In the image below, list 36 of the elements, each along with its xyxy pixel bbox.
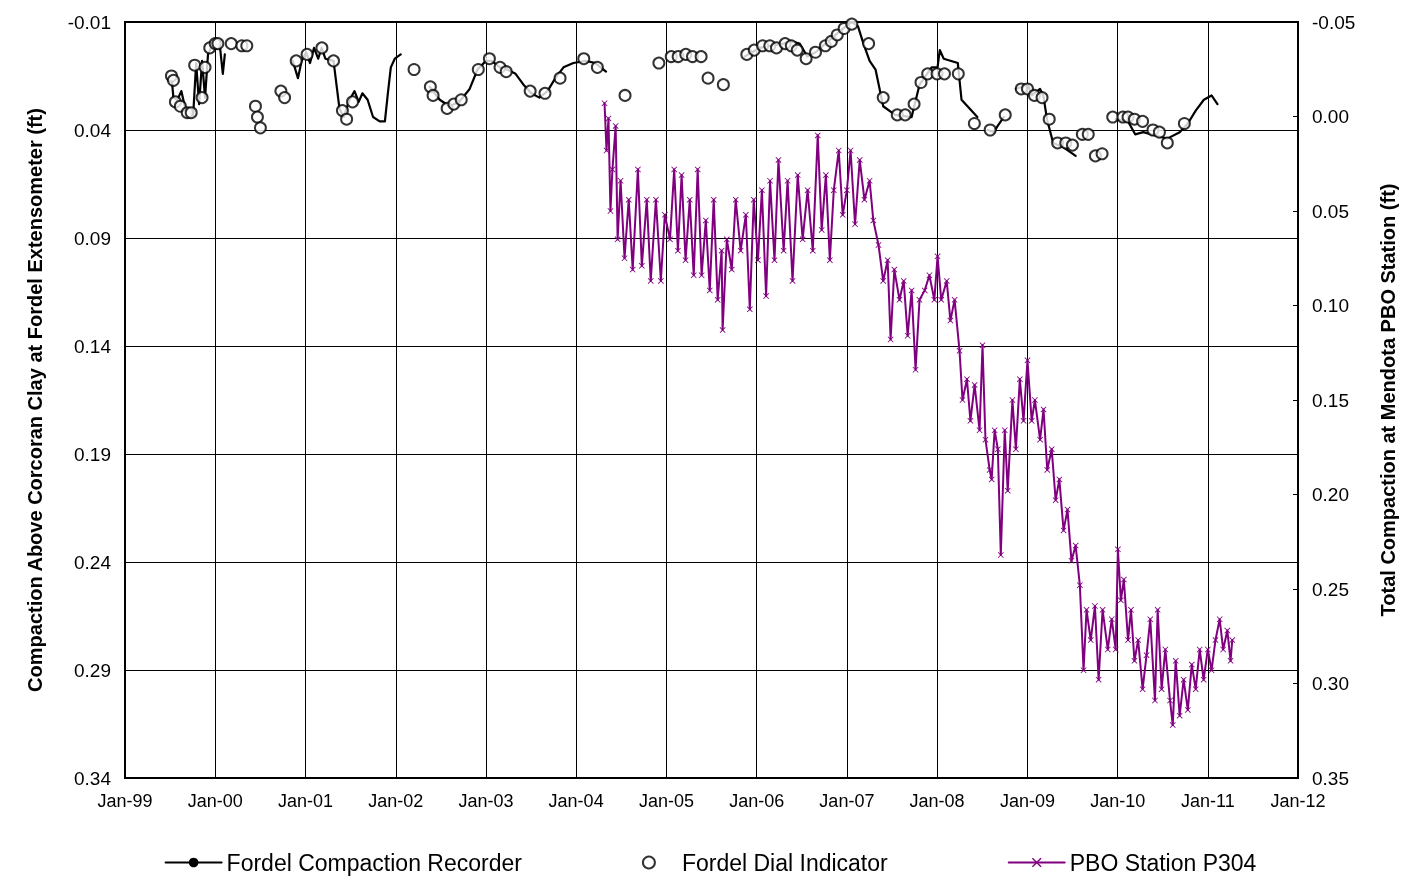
- x-tick-label: Jan-00: [187, 791, 243, 811]
- y-tick-label: 0.29: [74, 659, 111, 681]
- x-tick-label: Jan-05: [639, 791, 695, 811]
- x-tick-label: Jan-01: [278, 791, 334, 811]
- y2-tick-label: 0.30: [1312, 673, 1349, 694]
- legend-label: Fordel Compaction Recorder: [226, 849, 523, 876]
- y-axis-title: Compaction Above Corcoran Clay at Fordel Extensometer (ft): [24, 108, 46, 692]
- y-tick-label: 0.34: [74, 767, 112, 789]
- x-tick-label: Jan-08: [909, 791, 965, 811]
- x-tick-label: Jan-99: [97, 791, 153, 811]
- y2-tick-label: 0.05: [1312, 200, 1349, 222]
- x-tick-label: Jan-04: [548, 791, 604, 811]
- y2-tick-label: 0.10: [1312, 295, 1349, 316]
- y-tick-label: -0.01: [67, 11, 111, 33]
- y-tick-label: 0.24: [74, 551, 112, 573]
- x-tick-label: Jan-07: [819, 791, 875, 811]
- y2-tick-label: -0.05: [1312, 11, 1356, 33]
- x-tick-label: Jan-02: [368, 791, 424, 811]
- legend-label: PBO Station P304: [1069, 849, 1257, 876]
- x-tick-label: Jan-06: [729, 791, 785, 811]
- y2-tick-label: 0.15: [1312, 389, 1349, 411]
- y2-tick-label: 0.20: [1312, 484, 1349, 505]
- x-tick-label: Jan-03: [458, 791, 514, 811]
- y-tick-label: 0.19: [74, 443, 111, 465]
- legend-label: Fordel Dial Indicator: [681, 849, 889, 876]
- y-tick-label: 0.14: [74, 335, 112, 357]
- y2-axis-title: Total Compaction at Mendota PBO Station (ft): [1377, 183, 1399, 617]
- x-tick-label: Jan-12: [1270, 791, 1326, 811]
- x-tick-label: Jan-09: [999, 791, 1055, 811]
- y-tick-label: 0.04: [74, 119, 112, 141]
- y2-tick-label: 0.00: [1312, 106, 1349, 127]
- x-tick-label: Jan-11: [1180, 791, 1235, 811]
- x-tick-label: Jan-10: [1090, 791, 1146, 811]
- y2-tick-label: 0.25: [1312, 578, 1349, 600]
- y2-tick-label: 0.35: [1312, 767, 1349, 789]
- y-tick-label: 0.09: [74, 227, 111, 249]
